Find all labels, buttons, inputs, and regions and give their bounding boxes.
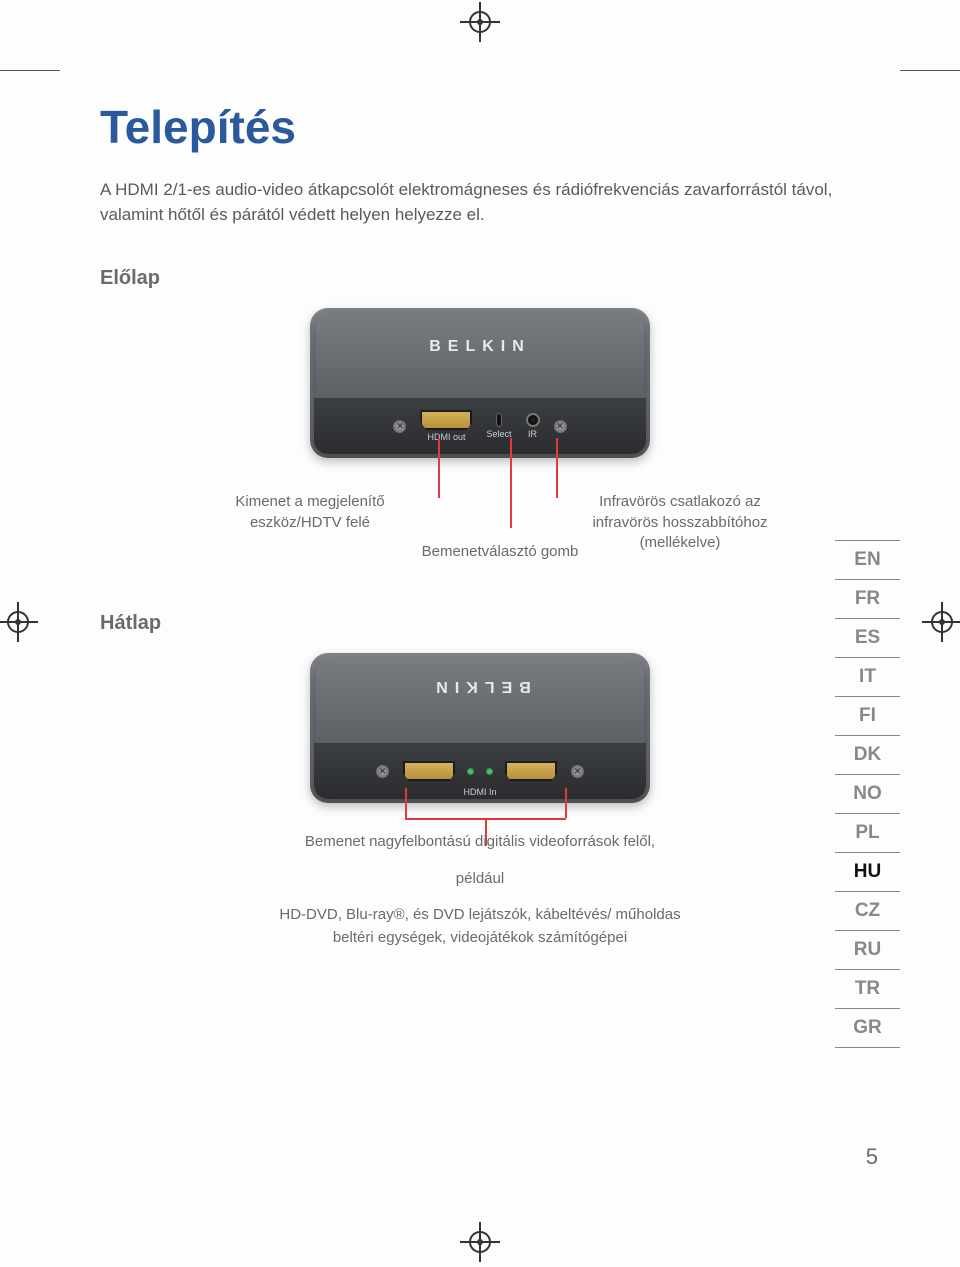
select-button xyxy=(496,413,502,427)
front-panel-figure: BELKIN HDMI out Select I xyxy=(170,308,790,602)
lang-tab-gr[interactable]: GR xyxy=(835,1008,900,1048)
lang-tab-cz[interactable]: CZ xyxy=(835,891,900,930)
registration-mark-icon xyxy=(460,1222,500,1262)
lang-tab-fr[interactable]: FR xyxy=(835,579,900,618)
callout-input-eg: például xyxy=(170,868,790,891)
screw-icon xyxy=(571,765,584,778)
intro-paragraph: A HDMI 2/1-es audio-video átkapcsolót el… xyxy=(100,178,860,227)
ir-port xyxy=(526,413,540,427)
lang-tab-it[interactable]: IT xyxy=(835,657,900,696)
hdmi-out-port xyxy=(420,410,472,430)
lang-tab-es[interactable]: ES xyxy=(835,618,900,657)
device-back: BELKIN HDMI In xyxy=(310,653,650,803)
lang-tab-tr[interactable]: TR xyxy=(835,969,900,1008)
language-tabs: ENFRESITFIDKNOPLHUCZRUTRGR xyxy=(835,540,900,1048)
back-panel-figure: BELKIN HDMI In xyxy=(170,653,790,949)
hdmi-in-port-2 xyxy=(505,761,557,781)
registration-mark-icon xyxy=(922,602,960,642)
lang-tab-hu[interactable]: HU xyxy=(835,852,900,891)
registration-mark-icon xyxy=(0,602,38,642)
device-brand-label: BELKIN xyxy=(310,677,650,695)
page-content: Telepítés A HDMI 2/1-es audio-video átka… xyxy=(100,100,860,1160)
device-brand-label: BELKIN xyxy=(310,338,650,356)
hdmi-out-label: HDMI out xyxy=(427,432,465,442)
select-label: Select xyxy=(486,429,511,439)
page-title: Telepítés xyxy=(100,100,860,154)
led-icon xyxy=(467,768,474,775)
callout-select: Bemenetválasztó gomb xyxy=(420,542,580,562)
callout-line xyxy=(438,438,440,498)
lang-tab-no[interactable]: NO xyxy=(835,774,900,813)
ir-label: IR xyxy=(528,429,537,439)
callout-output: Kimenet a megjelenítő eszköz/HDTV felé xyxy=(200,492,420,533)
callout-line xyxy=(565,788,567,818)
crop-mark xyxy=(0,70,60,71)
lang-tab-fi[interactable]: FI xyxy=(835,696,900,735)
callout-line xyxy=(405,788,407,818)
lang-tab-ru[interactable]: RU xyxy=(835,930,900,969)
lang-tab-pl[interactable]: PL xyxy=(835,813,900,852)
led-icon xyxy=(486,768,493,775)
screw-icon xyxy=(393,420,406,433)
callout-input-detail: HD-DVD, Blu-ray®, és DVD lejátszók, kábe… xyxy=(260,904,700,949)
screw-icon xyxy=(376,765,389,778)
back-panel-label: Hátlap xyxy=(100,612,860,635)
screw-icon xyxy=(554,420,567,433)
registration-mark-icon xyxy=(460,2,500,42)
hdmi-in-label: HDMI In xyxy=(310,787,650,797)
lang-tab-en[interactable]: EN xyxy=(835,540,900,579)
page-number: 5 xyxy=(866,1144,878,1170)
lang-tab-dk[interactable]: DK xyxy=(835,735,900,774)
device-front: BELKIN HDMI out Select I xyxy=(310,308,650,458)
callout-line xyxy=(556,438,558,498)
callout-ir: Infravörös csatlakozó az infravörös hoss… xyxy=(570,492,790,553)
front-panel-label: Előlap xyxy=(100,267,860,290)
crop-mark xyxy=(900,70,960,71)
callout-input-heading: Bemenet nagyfelbontású digitális videofo… xyxy=(170,831,790,854)
hdmi-in-port-1 xyxy=(403,761,455,781)
